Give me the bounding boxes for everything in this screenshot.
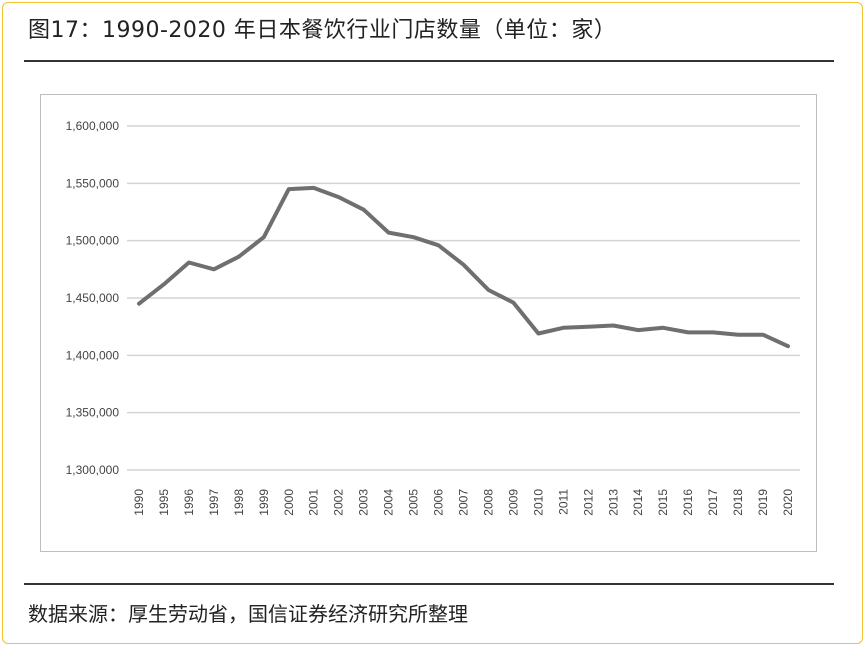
x-tick-label: 2008 [481,489,495,516]
x-tick-label: 1990 [132,489,146,516]
x-tick-label: 2011 [556,489,570,515]
x-tick-label: 2014 [631,489,645,516]
y-tick-label: 1,450,000 [66,291,120,305]
x-tick-label: 2019 [756,489,770,516]
x-tick-label: 1997 [207,489,221,516]
x-tick-label: 2017 [706,489,720,516]
x-tick-label: 1996 [182,489,196,516]
source-divider [24,583,834,585]
title-divider [24,60,834,62]
y-tick-label: 1,600,000 [66,119,120,133]
x-tick-label: 2018 [731,489,745,516]
x-axis-ticks: 1990 1995 1996 1997 1998 1999 2000 2001 2002 2003… [132,489,795,516]
x-tick-label: 2001 [307,489,321,516]
chart-border [40,94,817,552]
x-tick-label: 1998 [232,489,246,516]
x-tick-label: 2016 [681,489,695,516]
x-tick-label: 2009 [506,489,520,516]
chart-title: 图17：1990-2020 年日本餐饮行业门店数量（单位：家） [28,18,617,43]
source-note: 数据来源：厚生劳动省，国信证券经济研究所整理 [28,602,468,626]
x-tick-label: 2002 [332,489,346,516]
y-tick-label: 1,500,000 [66,234,120,248]
series-layer [137,185,790,349]
x-tick-label: 2010 [531,489,545,516]
x-tick-label: 2020 [781,489,795,516]
x-tick-label: 2005 [407,489,421,516]
y-tick-label: 1,300,000 [66,463,120,477]
y-tick-label: 1,400,000 [66,348,120,362]
x-tick-label: 2000 [282,489,296,516]
x-tick-label: 2007 [457,489,471,516]
y-axis-ticks: 1,300,000 1,350,000 1,400,000 1,450,000 1,50… [66,119,120,477]
y-tick-label: 1,550,000 [66,176,120,190]
x-tick-label: 2012 [581,489,595,516]
series-line [137,185,790,349]
x-tick-label: 1999 [257,489,271,516]
y-tick-label: 1,350,000 [66,406,120,420]
gridlines [127,125,800,471]
x-tick-label: 2013 [606,489,620,516]
x-tick-label: 2003 [357,489,371,516]
x-tick-label: 2006 [432,489,446,516]
x-tick-label: 2015 [656,489,670,516]
x-tick-label: 1995 [157,489,171,516]
x-tick-label: 2004 [382,489,396,516]
